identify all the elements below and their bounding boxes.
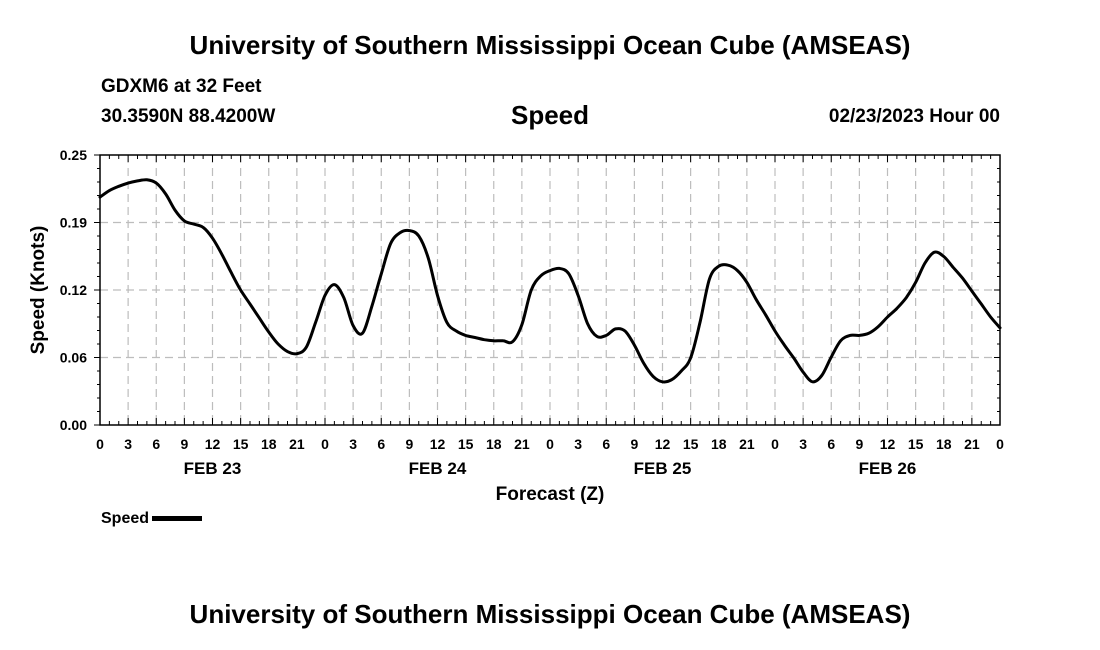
y-tick-label: 0.25 — [60, 147, 87, 163]
x-tick-label: 6 — [827, 436, 835, 452]
grid — [100, 155, 1000, 425]
y-tick-label: 0.19 — [60, 215, 87, 231]
x-tick-label: 0 — [996, 436, 1004, 452]
x-tick-label: 12 — [430, 436, 446, 452]
x-tick-label: 3 — [124, 436, 132, 452]
x-tick-label: 18 — [936, 436, 952, 452]
y-tick-label: 0.12 — [60, 282, 87, 298]
x-tick-label: 12 — [205, 436, 221, 452]
day-label: FEB 24 — [409, 459, 467, 478]
x-tick-label: 15 — [233, 436, 249, 452]
x-axis-label: Forecast (Z) — [496, 484, 605, 505]
x-tick-label: 0 — [546, 436, 554, 452]
x-tick-label: 18 — [486, 436, 502, 452]
x-tick-label: 18 — [711, 436, 727, 452]
x-tick-label: 6 — [152, 436, 160, 452]
x-tick-label: 3 — [799, 436, 807, 452]
day-label: FEB 26 — [859, 459, 917, 478]
x-tick-label: 21 — [964, 436, 980, 452]
x-tick-label: 15 — [908, 436, 924, 452]
axis-labels: 0 3 6 9 12 15 18 21 0 3 6 9 12 15 18 21 0 3 6 9 12 15 18 21 0 3 6 9… — [60, 147, 1004, 478]
legend: Speed — [101, 510, 203, 528]
x-tick-label: 0 — [96, 436, 104, 452]
legend-label: Speed — [101, 510, 150, 527]
day-label: FEB 25 — [634, 459, 692, 478]
x-tick-label: 9 — [855, 436, 863, 452]
day-label: FEB 23 — [184, 459, 242, 478]
speed-series-line — [98, 178, 1002, 384]
station-label: GDXM6 at 32 Feet — [101, 76, 262, 97]
x-tick-label: 15 — [683, 436, 699, 452]
plot-frame — [99, 154, 1001, 426]
x-tick-label: 12 — [880, 436, 896, 452]
legend-line-swatch — [152, 516, 203, 522]
x-tick-label: 9 — [630, 436, 638, 452]
parameter-title: Speed — [510, 100, 590, 130]
x-tick-label: 9 — [180, 436, 188, 452]
datetime-label: 02/23/2023 Hour 00 — [828, 106, 1000, 127]
x-tick-label: 9 — [405, 436, 413, 452]
x-tick-label: 18 — [261, 436, 277, 452]
x-tick-label: 6 — [377, 436, 385, 452]
x-tick-label: 6 — [602, 436, 610, 452]
x-tick-label: 15 — [458, 436, 474, 452]
y-axis-label: Speed (Knots) — [28, 226, 49, 355]
x-tick-label: 21 — [514, 436, 530, 452]
x-tick-label: 21 — [289, 436, 305, 452]
x-tick-label: 0 — [321, 436, 329, 452]
x-tick-label: 0 — [771, 436, 779, 452]
coordinates-label: 30.3590N 88.4200W — [101, 106, 276, 127]
y-tick-label: 0.06 — [60, 350, 87, 366]
y-tick-label: 0.00 — [60, 417, 87, 433]
x-tick-label: 21 — [739, 436, 755, 452]
x-tick-label: 3 — [349, 436, 357, 452]
footer-title: University of Southern Mississippi Ocean… — [189, 599, 911, 629]
x-tick-label: 12 — [655, 436, 671, 452]
main-title: University of Southern Mississippi Ocean… — [189, 30, 911, 60]
x-tick-label: 3 — [574, 436, 582, 452]
